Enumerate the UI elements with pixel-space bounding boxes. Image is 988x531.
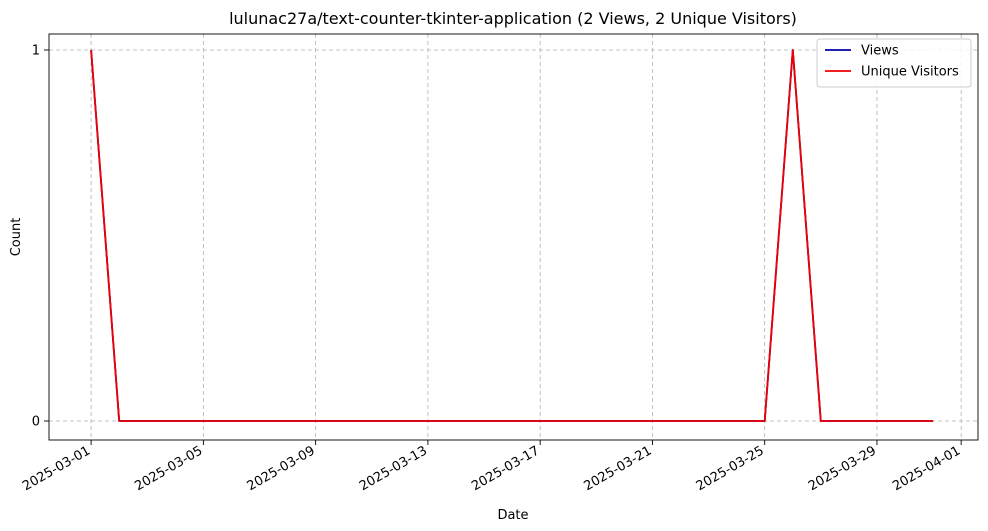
x-axis-label: Date bbox=[497, 508, 528, 523]
x-tick-label: 2025-03-21 bbox=[581, 443, 654, 494]
x-tick-label: 2025-04-01 bbox=[890, 443, 963, 494]
x-tick-label: 2025-03-29 bbox=[806, 443, 879, 494]
x-tick-label: 2025-03-09 bbox=[245, 443, 318, 494]
x-tick-label: 2025-03-17 bbox=[469, 443, 542, 494]
y-axis-label: Count bbox=[9, 218, 24, 257]
series-line-unique-visitors bbox=[90, 49, 934, 422]
grid-lines bbox=[49, 34, 978, 440]
legend-label: Unique Visitors bbox=[861, 65, 959, 80]
y-axis-ticks: 01 bbox=[32, 44, 49, 430]
series-lines bbox=[90, 49, 934, 422]
plot-frame bbox=[48, 33, 979, 441]
chart-title: lulunac27a/text-counter-tkinter-applicat… bbox=[229, 9, 797, 28]
legend-box bbox=[816, 38, 972, 88]
y-tick-label: 1 bbox=[32, 44, 40, 59]
x-tick-label: 2025-03-13 bbox=[357, 443, 430, 494]
legend: Views Unique Visitors bbox=[816, 38, 972, 88]
x-tick-label: 2025-03-25 bbox=[694, 443, 767, 494]
x-axis-ticks: 2025-03-01 2025-03-05 2025-03-09 2025-03-13… bbox=[20, 440, 963, 494]
legend-label: Views bbox=[861, 44, 899, 59]
x-tick-label: 2025-03-01 bbox=[20, 443, 93, 494]
y-tick-label: 0 bbox=[32, 415, 40, 430]
x-tick-label: 2025-03-05 bbox=[132, 443, 205, 494]
